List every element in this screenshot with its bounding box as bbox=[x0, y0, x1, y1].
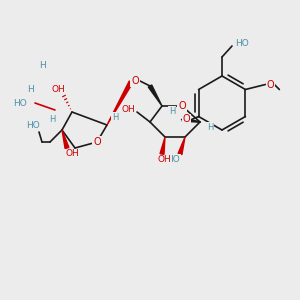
Text: H: H bbox=[40, 61, 46, 70]
Text: HO: HO bbox=[13, 98, 27, 107]
Polygon shape bbox=[148, 85, 162, 106]
Text: HO: HO bbox=[235, 38, 249, 47]
Text: O: O bbox=[131, 76, 139, 86]
Text: O: O bbox=[267, 80, 274, 89]
Polygon shape bbox=[182, 118, 200, 122]
Text: OH: OH bbox=[65, 149, 79, 158]
Text: HO: HO bbox=[166, 154, 180, 164]
Text: H: H bbox=[112, 112, 118, 122]
Polygon shape bbox=[62, 130, 69, 148]
Text: H: H bbox=[169, 106, 175, 116]
Text: O: O bbox=[93, 137, 101, 147]
Text: O: O bbox=[178, 101, 186, 111]
Text: HO: HO bbox=[26, 121, 40, 130]
Text: H: H bbox=[49, 116, 55, 124]
Polygon shape bbox=[178, 137, 185, 154]
Text: O: O bbox=[183, 115, 190, 124]
Polygon shape bbox=[160, 137, 165, 154]
Text: H: H bbox=[207, 122, 213, 131]
Text: OH: OH bbox=[51, 85, 65, 94]
Text: OH: OH bbox=[121, 106, 135, 115]
Text: OH: OH bbox=[157, 155, 171, 164]
Text: H: H bbox=[27, 85, 33, 94]
Polygon shape bbox=[107, 81, 133, 125]
